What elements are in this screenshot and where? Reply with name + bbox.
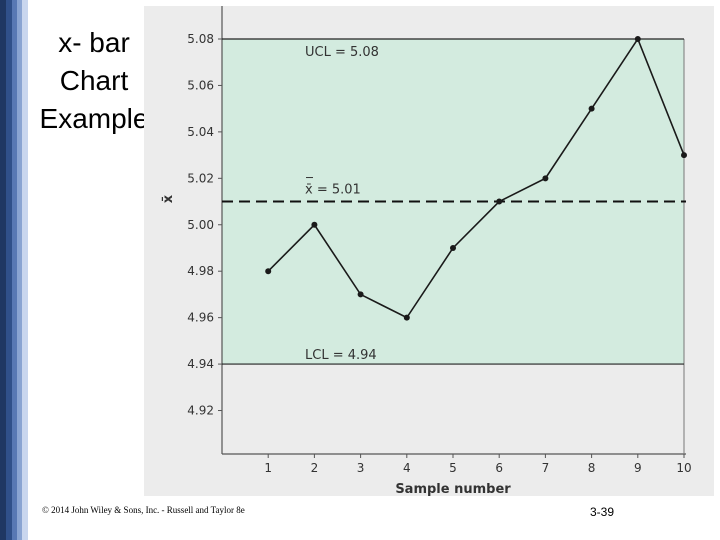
sidebar-stripe-3 — [12, 0, 17, 540]
data-point — [681, 152, 687, 159]
slide-title: x- bar Chart Example — [39, 27, 149, 134]
data-point — [265, 268, 272, 275]
data-point — [588, 105, 595, 112]
x-tick-label: 4 — [403, 461, 411, 475]
copyright-footer: © 2014 John Wiley & Sons, Inc. - Russell… — [42, 505, 245, 515]
y-tick-label: 4.92 — [187, 404, 214, 418]
y-tick-label: 4.96 — [187, 311, 214, 325]
x-tick-label: 2 — [311, 461, 319, 475]
x-tick-label: 1 — [264, 461, 272, 475]
x-tick-label: 3 — [357, 461, 365, 475]
x-tick-label: 8 — [588, 461, 596, 475]
sidebar-stripe-4 — [17, 0, 22, 540]
x-tick-label: 7 — [542, 461, 550, 475]
data-point — [496, 198, 503, 205]
data-point — [450, 244, 456, 251]
lcl-label: LCL = 4.94 — [305, 348, 377, 363]
sidebar-stripe-1 — [0, 0, 6, 540]
data-point — [357, 291, 364, 298]
data-point — [403, 314, 410, 321]
x-tick-label: 10 — [676, 461, 691, 475]
y-tick-label: 5.02 — [187, 171, 214, 185]
x-tick-label: 5 — [449, 461, 457, 475]
data-point — [311, 221, 318, 228]
y-tick-label: 5.04 — [187, 125, 214, 139]
center-line-label: x̄ = 5.01 — [305, 183, 361, 198]
y-tick-label: 5.06 — [187, 78, 214, 92]
y-tick-label: 4.98 — [187, 264, 214, 278]
ucl-label: UCL = 5.08 — [305, 45, 379, 60]
sidebar-stripe-2 — [6, 0, 12, 540]
page-number: 3-39 — [590, 505, 615, 519]
x-axis-title: Sample number — [395, 482, 511, 497]
y-tick-label: 4.94 — [187, 357, 214, 371]
series-line — [267, 37, 685, 319]
data-point — [634, 36, 641, 42]
x-tick-label: 9 — [634, 461, 642, 475]
data-point — [542, 175, 549, 182]
y-axis-title: x̄ — [161, 194, 176, 203]
x-tick-label: 6 — [495, 461, 503, 475]
sidebar-stripe-5 — [22, 0, 28, 540]
y-tick-label: 5.08 — [187, 32, 214, 46]
y-tick-label: 5.00 — [187, 218, 214, 232]
